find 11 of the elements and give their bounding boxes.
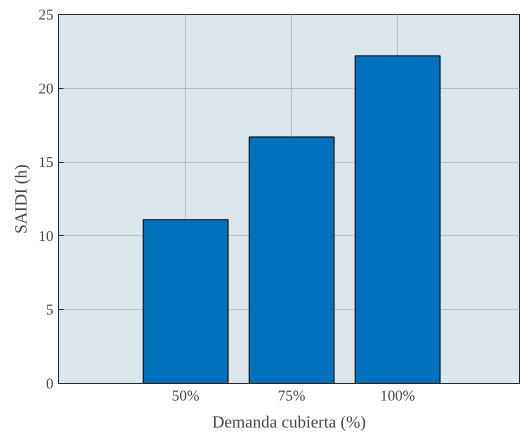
- y-tick-label: 25: [38, 8, 54, 24]
- x-tick-label: 50%: [172, 388, 200, 404]
- x-tick-label: 75%: [278, 388, 306, 404]
- y-tick-label: 10: [38, 228, 54, 245]
- x-tick-label: 100%: [380, 388, 416, 404]
- y-axis-title: SAIDI (h): [12, 164, 30, 234]
- y-tick-label: 0: [46, 376, 54, 392]
- y-tick-label: 20: [38, 81, 54, 98]
- x-axis-title: Demanda cubierta (%): [212, 412, 366, 432]
- y-tick-label: 15: [38, 155, 54, 172]
- y-tick-label: 5: [46, 302, 54, 319]
